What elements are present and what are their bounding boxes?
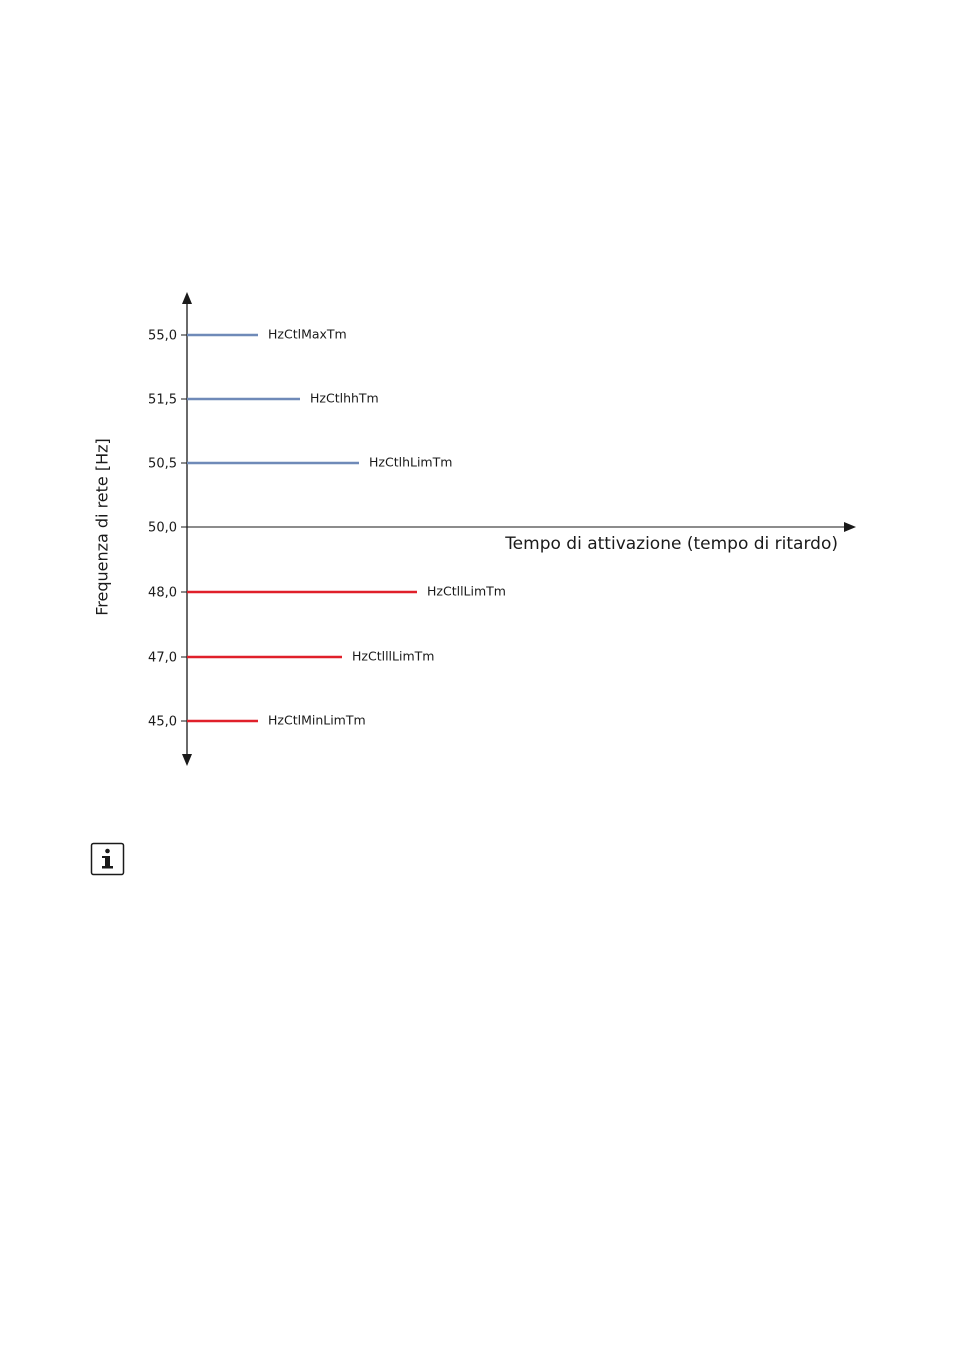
y-tick-label: 45,0 xyxy=(148,715,177,730)
x-arrow xyxy=(844,522,856,532)
y-tick-label: 48,0 xyxy=(148,586,177,601)
y-axis-title: Frequenza di rete [Hz] xyxy=(93,438,112,616)
y-arrow-up xyxy=(182,292,192,304)
y-tick-label: 50,0 xyxy=(148,521,177,536)
y-arrow-down xyxy=(182,754,192,766)
info-icon xyxy=(90,842,125,876)
threshold-label: HzCtlhLimTm xyxy=(369,455,452,470)
threshold-label: HzCtlMaxTm xyxy=(268,327,347,342)
threshold-label: HzCtlhhTm xyxy=(310,391,379,406)
threshold-label: HzCtlMinLimTm xyxy=(268,713,366,728)
threshold-label: HzCtllLimTm xyxy=(427,584,506,599)
x-axis-title: Tempo di attivazione (tempo di ritardo) xyxy=(504,534,838,554)
threshold-label: HzCtlllLimTm xyxy=(352,649,434,664)
y-tick-label: 55,0 xyxy=(148,329,177,344)
y-tick-label: 51,5 xyxy=(148,393,177,408)
y-tick-label: 50,5 xyxy=(148,457,177,472)
y-tick-label: 47,0 xyxy=(148,651,177,666)
